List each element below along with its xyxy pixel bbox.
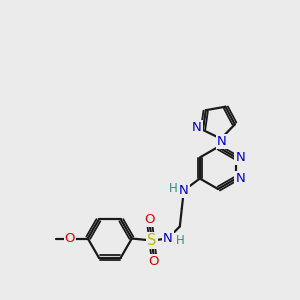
Text: N: N	[235, 172, 245, 185]
Text: N: N	[217, 135, 227, 148]
Text: H: H	[168, 182, 177, 195]
Text: O: O	[148, 255, 159, 268]
Text: O: O	[64, 232, 75, 245]
Text: N: N	[235, 151, 245, 164]
Text: N: N	[163, 232, 173, 245]
Text: O: O	[145, 213, 155, 226]
Text: N: N	[192, 122, 202, 134]
Text: H: H	[176, 234, 184, 247]
Text: N: N	[179, 184, 189, 197]
Text: S: S	[147, 233, 157, 248]
